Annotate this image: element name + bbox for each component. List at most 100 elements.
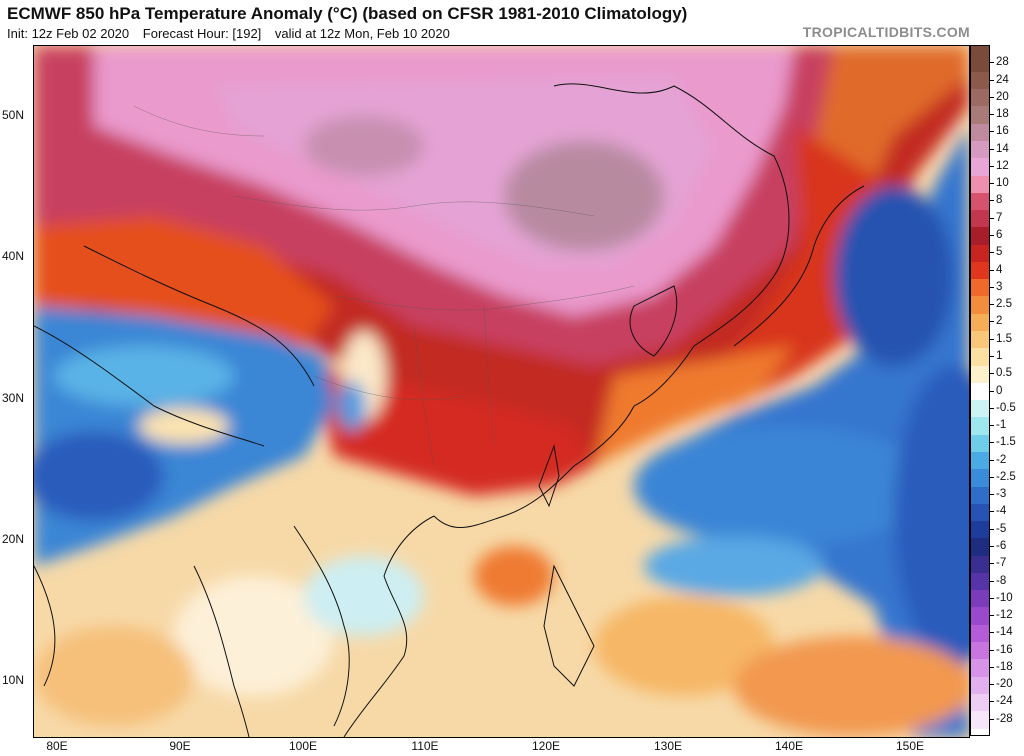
colorbar-tick (990, 165, 994, 167)
lon-label-80e: 80E (46, 739, 68, 753)
colorbar-label: 2 (996, 315, 1003, 328)
colorbar-segment (971, 348, 989, 367)
colorbar-label: -1.5 (996, 436, 1016, 449)
colorbar-segment (971, 158, 989, 177)
map-title: ECMWF 850 hPa Temperature Anomaly (°C) (… (7, 4, 688, 23)
colorbar-segment (971, 227, 989, 246)
lat-label-50n: 50N (2, 108, 25, 122)
colorbar-segment (971, 659, 989, 678)
colorbar-segment (971, 555, 989, 574)
colorbar-segment (971, 296, 989, 315)
colorbar-segment (971, 71, 989, 91)
colorbar-segment (971, 400, 989, 419)
colorbar-label: 18 (996, 108, 1009, 121)
colorbar-tick (990, 718, 994, 720)
colorbar-tick (990, 96, 994, 98)
lat-label-10n: 10N (2, 673, 25, 687)
colorbar-label: -5 (996, 522, 1007, 535)
colorbar-label: 0 (996, 384, 1003, 397)
colorbar-tick (990, 407, 994, 409)
colorbar-segment (971, 572, 989, 592)
colorbar-label: -12 (996, 609, 1013, 622)
colorbar-label: 24 (996, 73, 1009, 86)
colorbar-label: -3 (996, 488, 1007, 501)
colorbar-segment (971, 382, 989, 402)
colorbar-segment (971, 521, 989, 540)
colorbar-tick (990, 545, 994, 547)
colorbar-segment (971, 676, 989, 695)
colorbar-label: 20 (996, 90, 1009, 103)
colorbar-label: 10 (996, 177, 1009, 190)
colorbar-label: -7 (996, 557, 1007, 570)
colorbar-label: 14 (996, 142, 1009, 155)
colorbar-tick (990, 269, 994, 271)
colorbar-tick (990, 183, 994, 185)
colorbar-label: 1.5 (996, 332, 1012, 345)
colorbar-label: -2.5 (996, 470, 1016, 483)
colorbar-segment (971, 89, 989, 108)
run-info: Init: 12z Feb 02 2020 Forecast Hour: [19… (7, 26, 460, 41)
lon-label-90e: 90E (169, 739, 191, 753)
colorbar-label: -10 (996, 591, 1013, 604)
colorbar-tick (990, 632, 994, 634)
colorbar-label: 3 (996, 280, 1003, 293)
colorbar-tick (990, 252, 994, 254)
lat-label-30n: 30N (2, 391, 25, 405)
colorbar-label: 4 (996, 263, 1003, 276)
colorbar-segment (971, 331, 989, 350)
colorbar-tick (990, 563, 994, 565)
lon-label-120e: 120E (531, 739, 561, 753)
lon-label-110e: 110E (411, 739, 439, 753)
colorbar-label: 7 (996, 211, 1003, 224)
colorbar-label: -18 (996, 660, 1013, 673)
colorbar-segment (971, 192, 989, 212)
colorbar-tick (990, 425, 994, 427)
colorbar-tick (990, 114, 994, 116)
colorbar-tick (990, 528, 994, 530)
colorbar-label: 2.5 (996, 298, 1012, 311)
colorbar-label: -2 (996, 453, 1007, 466)
colorbar-tick (990, 494, 994, 496)
colorbar-label: 5 (996, 246, 1003, 259)
lon-label-140e: 140E (774, 739, 804, 753)
colorbar-tick (990, 355, 994, 357)
anomaly-map (33, 45, 970, 738)
lat-label-20n: 20N (2, 532, 25, 546)
colorbar-tick (990, 459, 994, 461)
colorbar-segment (971, 607, 989, 626)
colorbar-segment (971, 503, 989, 523)
colorbar-tick (990, 62, 994, 64)
colorbar-label: 16 (996, 125, 1009, 138)
colorbar-label: 28 (996, 56, 1009, 69)
colorbar-tick (990, 580, 994, 582)
colorbar-tick (990, 597, 994, 599)
lon-label-150e: 150E (895, 739, 925, 753)
forecast-hour: Forecast Hour: [192] (142, 26, 262, 41)
colorbar-label: 6 (996, 229, 1003, 242)
colorbar-segment (971, 244, 989, 263)
colorbar-tick (990, 79, 994, 81)
valid-time: valid at 12z Mon, Feb 10 2020 (274, 26, 450, 41)
lat-label-40n: 40N (2, 249, 25, 263)
colorbar-segment (971, 711, 989, 730)
colorbar-tick (990, 373, 994, 375)
colorbar-segment (971, 54, 989, 73)
colorbar-segment (971, 693, 989, 713)
colorbar-segment (971, 313, 989, 333)
colorbar-label: -28 (996, 712, 1013, 725)
colorbar (970, 45, 990, 736)
colorbar-segment (971, 365, 989, 384)
colorbar-segment (971, 123, 989, 142)
colorbar-label: 0.5 (996, 367, 1012, 380)
lon-label-100e: 100E (288, 739, 318, 753)
colorbar-segment (971, 106, 989, 125)
colorbar-label: -0.5 (996, 401, 1016, 414)
colorbar-tick (990, 217, 994, 219)
colorbar-label: -24 (996, 695, 1013, 708)
colorbar-tick (990, 304, 994, 306)
colorbar-tick (990, 442, 994, 444)
anomaly-field (34, 46, 969, 737)
colorbar-segment (971, 486, 989, 505)
colorbar-tick (990, 200, 994, 202)
colorbar-segment (971, 469, 989, 488)
